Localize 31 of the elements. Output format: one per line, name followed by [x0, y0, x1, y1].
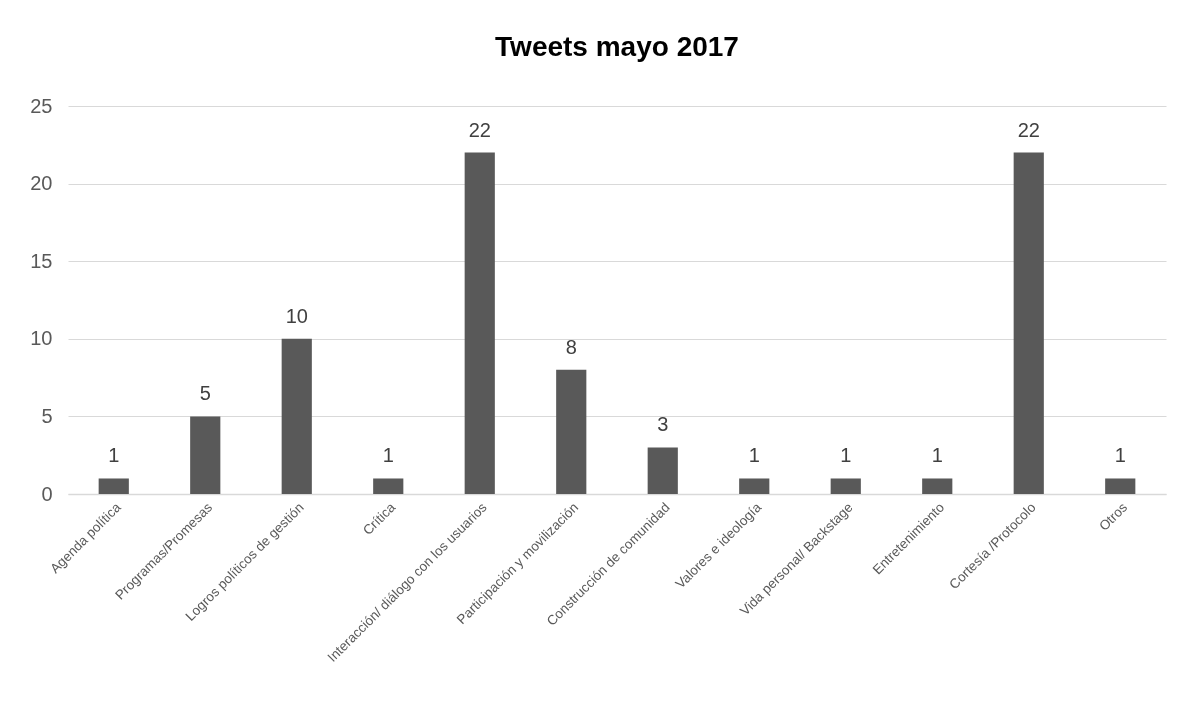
- bar: [556, 369, 587, 494]
- bar: [922, 478, 953, 494]
- bar: [1105, 478, 1136, 494]
- data-label: 22: [1017, 118, 1040, 141]
- data-label: 5: [199, 382, 211, 405]
- data-label: 1: [1114, 444, 1126, 467]
- data-label: 1: [748, 444, 760, 467]
- bar: [1013, 152, 1044, 494]
- data-label: 22: [468, 118, 491, 141]
- data-label: 8: [565, 335, 577, 358]
- bar: [190, 416, 221, 494]
- y-tick-label: 10: [30, 327, 53, 350]
- y-tick-label: 20: [30, 172, 53, 195]
- y-tick-label: 15: [30, 249, 53, 272]
- chart-title: Tweets mayo 2017: [495, 31, 739, 62]
- bar: [464, 152, 495, 494]
- bar: [830, 478, 861, 494]
- data-label: 1: [382, 444, 394, 467]
- bar: [98, 478, 129, 494]
- bar: [373, 478, 404, 494]
- bar: [739, 478, 770, 494]
- y-tick-label: 5: [41, 404, 53, 427]
- data-label: 1: [931, 444, 943, 467]
- y-tick-label: 25: [30, 94, 53, 117]
- data-label: 10: [285, 304, 308, 327]
- y-tick-label: 0: [41, 482, 53, 505]
- bar: [647, 447, 678, 494]
- data-label: 1: [840, 444, 852, 467]
- data-label: 3: [657, 413, 669, 436]
- bar: [281, 338, 312, 494]
- data-label: 1: [108, 444, 120, 467]
